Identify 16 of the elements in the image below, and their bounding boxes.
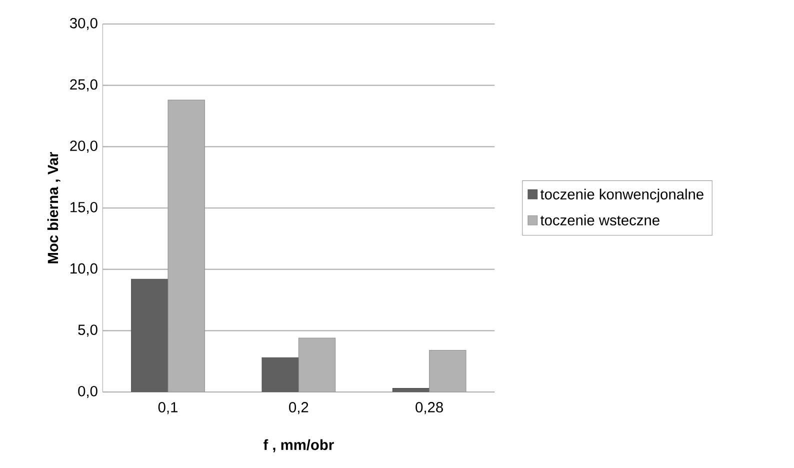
legend-label: toczenie konwencjonalne	[540, 188, 704, 202]
x-tick-label: 0,28	[416, 402, 443, 414]
y-tick-label: 10,0	[70, 263, 98, 276]
y-axis-title: Moc bierna , Var	[47, 152, 60, 264]
y-tick-label: 0,0	[78, 386, 98, 398]
legend-label: toczenie wsteczne	[540, 214, 660, 226]
x-axis-title: f , mm/obr	[263, 439, 334, 452]
y-tick-label: 25,0	[70, 79, 98, 92]
bar	[131, 278, 168, 392]
y-tick-label: 15,0	[70, 202, 98, 214]
y-tick-label: 5,0	[78, 324, 98, 337]
x-tick-label: 0,1	[158, 402, 178, 414]
y-tick-label: 20,0	[70, 140, 98, 153]
y-tick-label: 30,0	[70, 18, 98, 30]
bar	[262, 357, 299, 392]
x-tick-label: 0,2	[289, 402, 308, 414]
